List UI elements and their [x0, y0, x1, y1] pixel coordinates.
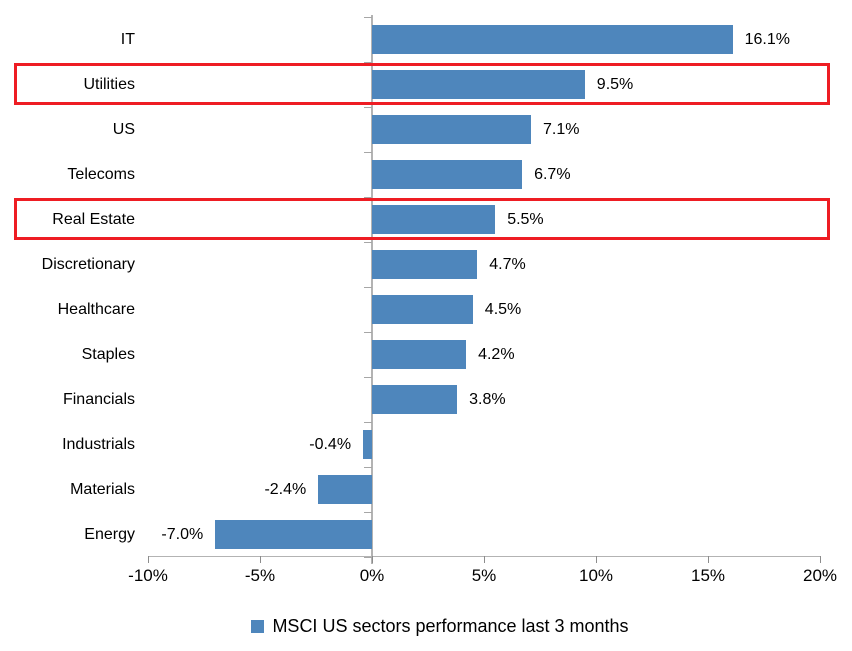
category-label-healthcare: Healthcare	[57, 301, 135, 318]
bar-materials	[318, 475, 372, 504]
bar-it	[372, 25, 733, 54]
bar-financials	[372, 385, 458, 414]
category-label-materials: Materials	[70, 481, 135, 498]
bar-utilities	[372, 70, 585, 99]
category-axis-tick	[364, 467, 372, 468]
value-label: 4.2%	[478, 346, 515, 363]
category-axis-tick	[364, 197, 372, 198]
bar-real-estate	[372, 205, 496, 234]
x-tick-label: -10%	[128, 566, 168, 585]
value-label: 4.5%	[484, 301, 522, 318]
x-tick-label: 0%	[359, 566, 385, 585]
category-axis-tick	[364, 62, 372, 63]
category-axis-tick	[364, 152, 372, 153]
category-axis-tick	[364, 107, 372, 108]
x-axis-tick	[372, 556, 373, 563]
category-axis-tick	[364, 17, 372, 18]
category-axis-tick	[364, 512, 372, 513]
bar-us	[372, 115, 532, 144]
bar-industrials	[363, 430, 372, 459]
x-tick-label: 5%	[471, 566, 497, 585]
value-label: -0.4%	[309, 436, 352, 453]
category-axis-tick	[364, 242, 372, 243]
category-label-energy: Energy	[84, 526, 135, 543]
value-label: 6.7%	[534, 166, 571, 183]
category-label-telecoms: Telecoms	[67, 166, 135, 183]
x-tick-label: 20%	[802, 566, 838, 585]
x-axis-tick	[260, 556, 261, 563]
highlight-box-utilities	[14, 63, 830, 105]
category-label-utilities: Utilities	[83, 76, 135, 93]
legend-swatch-icon	[251, 619, 265, 633]
category-label-staples: Staples	[81, 346, 135, 363]
x-axis-tick	[484, 556, 485, 563]
value-label: 7.1%	[543, 121, 580, 138]
category-axis-tick	[364, 332, 372, 333]
value-label: 16.1%	[744, 31, 790, 48]
highlight-box-real-estate	[14, 198, 830, 240]
category-axis-tick	[364, 557, 372, 558]
category-label-real-estate: Real Estate	[52, 211, 135, 228]
value-label: 9.5%	[596, 76, 634, 93]
value-label: 5.5%	[507, 211, 544, 228]
bar-discretionary	[372, 250, 478, 279]
category-axis-tick	[364, 377, 372, 378]
legend-label: MSCI US sectors performance last 3 month…	[272, 615, 629, 636]
x-axis-tick	[708, 556, 709, 563]
bar-energy	[215, 520, 372, 549]
value-label: 3.8%	[469, 391, 506, 408]
x-axis-tick	[596, 556, 597, 563]
category-axis-tick	[364, 287, 372, 288]
legend: MSCI US sectors performance last 3 month…	[14, 610, 852, 642]
value-label: -2.4%	[264, 481, 307, 498]
category-label-it: IT	[120, 31, 135, 48]
x-axis-tick	[148, 556, 149, 563]
value-label: 4.7%	[489, 256, 526, 273]
bar-staples	[372, 340, 467, 369]
bar-telecoms	[372, 160, 523, 189]
category-label-financials: Financials	[62, 391, 135, 408]
category-axis-tick	[364, 422, 372, 423]
category-label-industrials: Industrials	[62, 436, 135, 453]
category-label-us: US	[112, 121, 135, 138]
category-label-discretionary: Discretionary	[41, 256, 135, 273]
x-tick-label: -5%	[244, 566, 276, 585]
y-axis-line	[371, 15, 373, 564]
value-label: -7.0%	[161, 526, 204, 543]
bar-healthcare	[372, 295, 473, 324]
x-tick-label: 15%	[690, 566, 726, 585]
x-axis-tick	[820, 556, 821, 563]
x-tick-label: 10%	[578, 566, 614, 585]
